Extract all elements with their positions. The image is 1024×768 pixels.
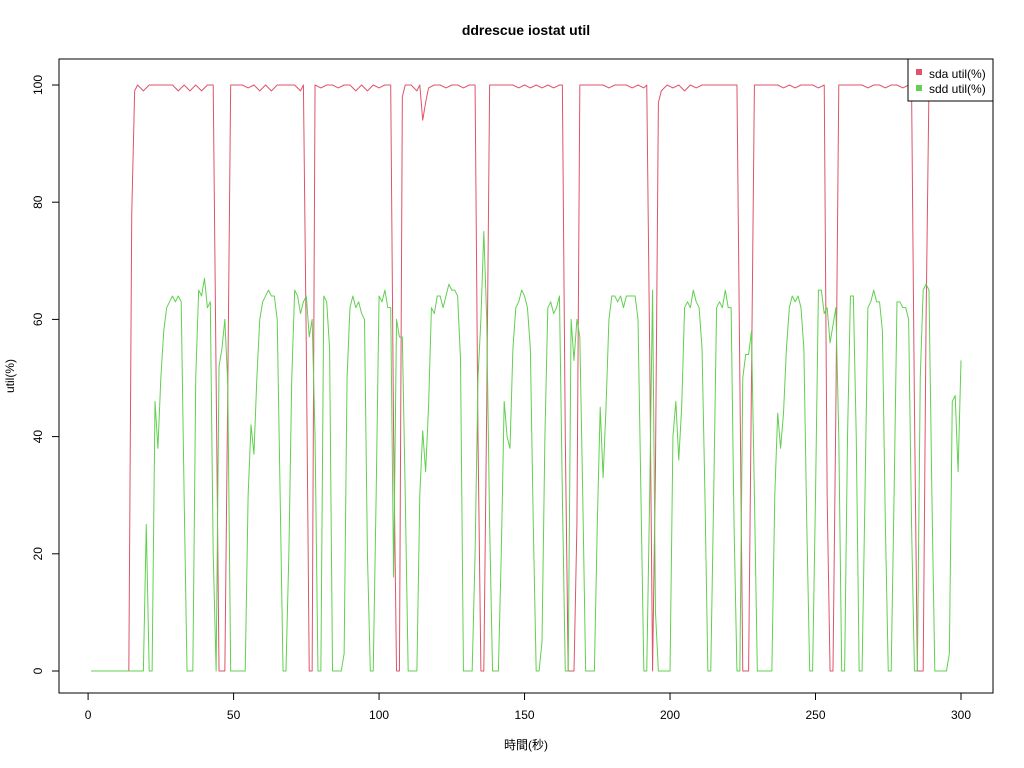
legend-label-sdd: sdd util(%) [929,82,986,96]
x-tick-label: 200 [660,708,680,722]
plot-frame [58,58,994,694]
series-layer [91,84,962,672]
x-tick-label: 300 [951,708,971,722]
y-tick-label: 60 [31,312,45,326]
x-tick-label: 250 [805,708,825,722]
y-tick-label: 0 [31,667,45,674]
x-axis: 0 50 100 150 200 250 300 [85,692,971,722]
y-tick-label: 80 [31,195,45,209]
y-tick-label: 20 [31,547,45,561]
legend-box [907,58,994,102]
y-axis-label: util(%) [3,359,17,393]
legend-swatch-sda [916,69,922,75]
legend: sda util(%) sdd util(%) [907,58,994,102]
x-tick-label: 0 [85,708,92,722]
series-line-sdd [91,231,962,672]
y-tick-label: 100 [31,75,45,95]
legend-swatch-sdd [916,85,922,91]
x-tick-label: 150 [515,708,535,722]
x-tick-label: 50 [227,708,241,722]
series-line-sda [91,84,930,672]
x-tick-label: 100 [369,708,389,722]
y-axis: 0 20 40 60 80 100 [31,75,60,674]
legend-label-sda: sda util(%) [929,67,986,81]
y-tick-label: 40 [31,430,45,444]
chart-title: ddrescue iostat util [462,22,590,38]
x-axis-label: 時間(秒) [504,738,548,752]
